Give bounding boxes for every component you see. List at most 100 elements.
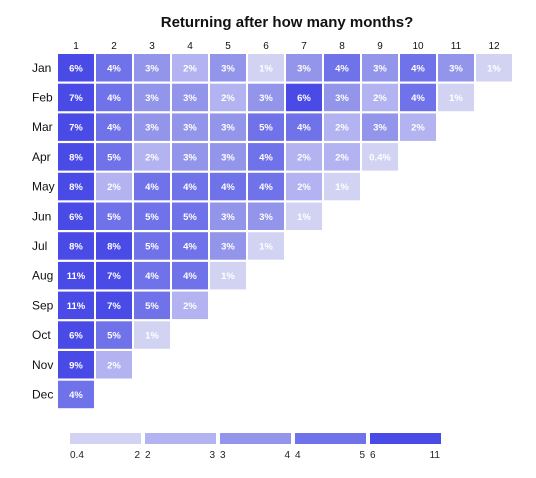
color-legend: 0.4 2 2 3 3 4 4 5 6 11 — [70, 433, 441, 461]
cell-value-label: 3% — [145, 123, 159, 134]
cell-value-label: 4% — [183, 241, 197, 252]
cell-value-label: 3% — [221, 241, 235, 252]
row-label: Apr — [32, 150, 51, 164]
heatmap-cell — [172, 261, 208, 290]
heatmap-cell — [58, 172, 94, 201]
heatmap-cell — [362, 83, 398, 112]
cell-value-label: 6% — [69, 331, 83, 342]
heatmap-cell — [134, 291, 170, 320]
heatmap-cell — [210, 54, 246, 82]
heatmap-cell — [286, 54, 322, 82]
cell-value-label: 3% — [449, 63, 463, 74]
heatmap-cell — [96, 351, 132, 379]
cell-value-label: 2% — [107, 182, 121, 193]
row-label: Oct — [32, 328, 51, 342]
cell-value-label: 2% — [297, 182, 311, 193]
legend-max-label: 5 — [359, 450, 365, 461]
heatmap-cell — [58, 321, 94, 349]
cell-value-label: 8% — [69, 241, 83, 252]
heatmap-cell — [134, 232, 170, 260]
heatmap-cell — [324, 83, 360, 112]
heatmap-cell — [134, 202, 170, 230]
heatmap-cell — [58, 351, 94, 379]
cell-value-label: 3% — [183, 152, 197, 163]
row-label: Nov — [32, 358, 53, 372]
heatmap-cell — [248, 143, 284, 171]
heatmap-cell — [134, 143, 170, 171]
cell-value-label: 1% — [259, 63, 273, 74]
row-label: Dec — [32, 387, 53, 401]
cell-value-label: 2% — [373, 93, 387, 104]
heatmap-cell — [210, 261, 246, 290]
chart-title: Returning after how many months? — [161, 14, 414, 31]
heatmap-cell — [286, 83, 322, 112]
cell-value-label: 1% — [297, 212, 311, 223]
cell-value-label: 4% — [259, 182, 273, 193]
heatmap-cell — [286, 202, 322, 230]
legend-max-label: 4 — [284, 450, 290, 461]
heatmap-cell — [58, 113, 94, 141]
heatmap-cell — [248, 232, 284, 260]
row-label: Jun — [32, 209, 51, 223]
heatmap-cell — [172, 172, 208, 201]
cell-value-label: 5% — [259, 123, 273, 134]
cell-value-label: 3% — [259, 93, 273, 104]
cell-value-label: 6% — [69, 212, 83, 223]
cell-value-label: 3% — [183, 93, 197, 104]
heatmap-cell — [248, 172, 284, 201]
cell-value-label: 2% — [335, 152, 349, 163]
cell-value-label: 3% — [373, 63, 387, 74]
heatmap-cell — [172, 291, 208, 320]
cell-value-label: 1% — [145, 331, 159, 342]
heatmap-cell — [58, 291, 94, 320]
cell-value-label: 8% — [107, 241, 121, 252]
column-label: 6 — [263, 41, 269, 52]
heatmap-cell — [134, 83, 170, 112]
heatmap-cell — [96, 143, 132, 171]
cell-value-label: 8% — [69, 182, 83, 193]
cell-value-label: 4% — [221, 182, 235, 193]
heatmap-cell — [210, 202, 246, 230]
heatmap-cell — [134, 172, 170, 201]
column-label: 5 — [225, 41, 231, 52]
cell-value-label: 6% — [69, 63, 83, 74]
column-labels: 1 2 3 4 5 6 7 8 9 10 11 12 — [73, 41, 500, 52]
cell-value-label: 2% — [145, 152, 159, 163]
heatmap-cell — [400, 54, 436, 82]
cell-value-label: 4% — [411, 63, 425, 74]
legend-swatch — [295, 433, 366, 444]
heatmap-cell — [172, 113, 208, 141]
heatmap-cell — [400, 83, 436, 112]
cell-value-label: 1% — [449, 93, 463, 104]
heatmap-cell — [134, 321, 170, 349]
cell-value-label: 1% — [259, 241, 273, 252]
heatmap-cell — [172, 143, 208, 171]
column-label: 12 — [488, 41, 500, 52]
heatmap-cell — [134, 113, 170, 141]
heatmap-cell — [96, 54, 132, 82]
row-label: Jul — [32, 239, 47, 253]
heatmap-cell — [210, 172, 246, 201]
heatmap-cell — [134, 261, 170, 290]
cell-value-label: 2% — [183, 301, 197, 312]
cell-value-label: 2% — [107, 360, 121, 371]
cell-value-label: 1% — [221, 271, 235, 282]
cell-value-label: 3% — [221, 212, 235, 223]
cell-value-label: 7% — [69, 93, 83, 104]
heatmap-cell — [324, 172, 360, 201]
cell-value-label: 2% — [335, 123, 349, 134]
heatmap-cell — [58, 83, 94, 112]
cell-value-label: 3% — [259, 212, 273, 223]
cell-value-label: 0.4% — [369, 152, 391, 163]
legend-min-label: 6 — [370, 450, 376, 461]
heatmap-cell — [58, 261, 94, 290]
heatmap-cells: 6% 4% 3% 2% 3% 1% 3% 4% 3% 4% 3% 1% 7% 4% 3% 3% 2% 3% 6% 3%… — [58, 54, 512, 409]
cell-value-label: 4% — [335, 63, 349, 74]
heatmap-cell — [286, 172, 322, 201]
legend-max-label: 3 — [209, 450, 215, 461]
cell-value-label: 4% — [107, 123, 121, 134]
legend-swatch — [220, 433, 291, 444]
heatmap-cell — [210, 143, 246, 171]
row-labels: Jan Feb Mar Apr May Jun Jul Aug Sep Oct Nov Dec — [32, 61, 55, 402]
row-label: Jan — [32, 61, 51, 75]
